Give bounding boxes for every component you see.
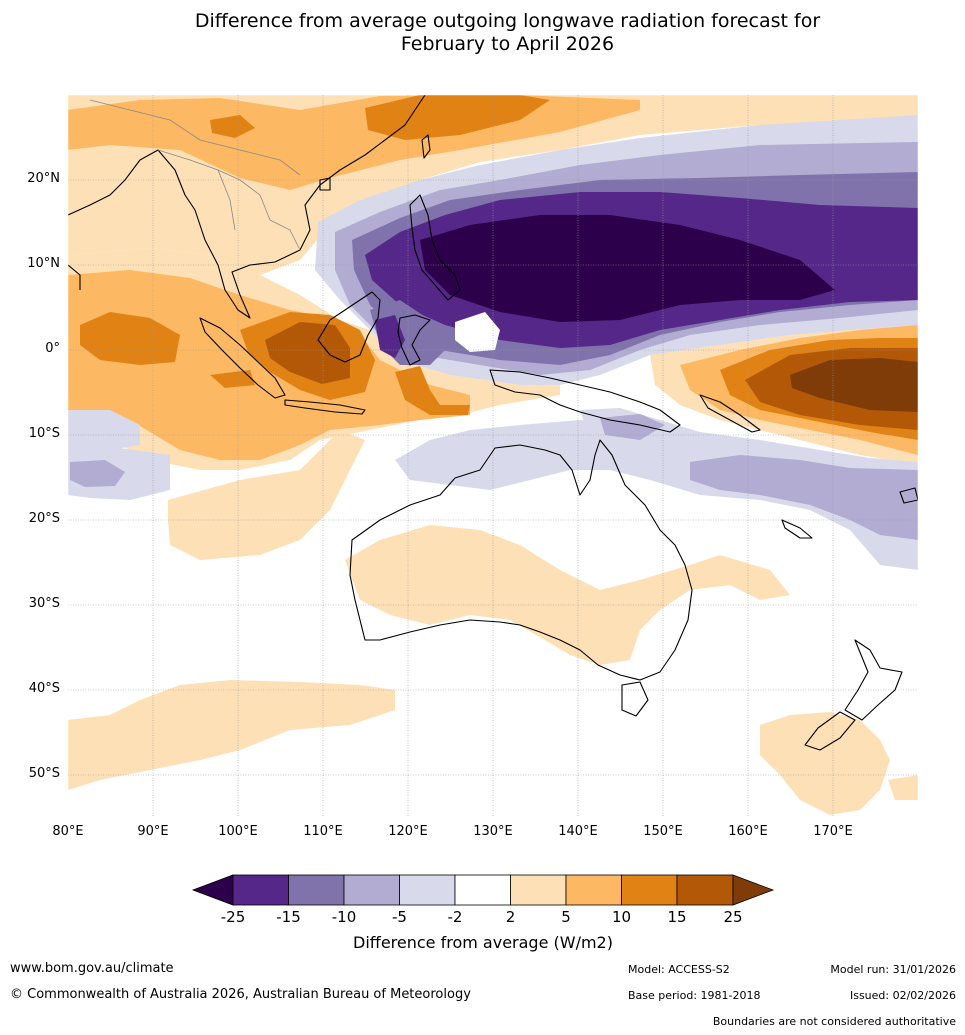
colorbar-tick-minus25: -25 [220,908,246,926]
colorbar-segment-2 [288,874,345,906]
coast-hainan [319,177,331,191]
lon-label-120e: 120°E [388,824,428,839]
colorbar-segment-3 [343,874,400,906]
model-name: Model: ACCESS-S2 [628,963,730,976]
lat-label-30s: 30°S [28,596,60,611]
colorbar-above-max [732,874,775,906]
coast-java [284,399,366,415]
title-line-1: Difference from average outgoing longwav… [194,10,821,32]
colorbar-tick-minus5: -5 [392,908,407,926]
coast-tasmania [621,681,649,717]
lon-label-150e: 150°E [643,824,683,839]
contour-2-to-5-southern-ocean [68,680,395,790]
contour-10-to-15-india [210,115,255,138]
lon-label-100e: 100°E [218,824,258,839]
contour-10-to-15-indian-ocean [80,312,180,365]
boundaries-disclaimer: Boundaries are not considered authoritat… [712,1015,956,1028]
border-indochina [217,169,301,251]
colorbar-tick-25: 25 [723,908,743,926]
colorbar-segment-9 [676,874,734,906]
lon-label-80e: 80°E [52,824,84,839]
lat-label-40s: 40°S [28,681,60,696]
colorbar-below-min [191,874,234,906]
lat-label-20n: 20°N [27,171,60,186]
contour-minus2-to-minus5-coral-sea [395,420,918,570]
colorbar-tick-15: 15 [667,908,687,926]
border-china [89,99,301,176]
colorbar-segment-5 [454,874,511,906]
contour-below-minus25-pacific [420,215,835,322]
coast-sulawesi [397,314,431,366]
lat-label-10n: 10°N [27,256,60,271]
lat-label-10s: 10°S [28,426,60,441]
coastlines [68,95,918,751]
coast-new-caledonia [781,519,813,539]
colorbar-tick-5: 5 [561,908,571,926]
coast-borneo [317,291,381,363]
contour-above-25-pacific [790,358,918,412]
lon-label-140e: 140°E [558,824,598,839]
lon-label-160e: 160°E [728,824,768,839]
lon-label-90e: 90°E [137,824,169,839]
contour-15-to-25-java-sea [265,322,350,384]
contour-10-to-15-asia [365,95,550,140]
lat-label-20s: 20°S [28,511,60,526]
lon-label-170e: 170°E [813,824,853,839]
anomaly-field [68,95,918,817]
colorbar-tick-2: 2 [505,908,516,926]
colorbar-label: Difference from average (W/m2) [353,933,613,952]
coast-mainland-asia [68,95,426,319]
colorbar-tick-10: 10 [611,908,632,926]
contour-15-to-25-small [280,337,300,352]
border-myanmar [157,149,236,231]
lon-label-110e: 110°E [303,824,343,839]
coast-philippines [409,194,461,301]
coast-new-zealand-south [804,711,856,751]
title-line-2: February to April 2026 [400,33,615,55]
coast-fiji [899,487,918,504]
contour-2-to-5-australia [345,525,790,665]
contour-2-to-5-far-se [888,775,918,800]
graticule [68,95,918,817]
colorbar-segment-7 [565,874,622,906]
country-borders [89,99,301,251]
colorbar-segment-1 [232,874,289,906]
colorbar-tick-minus2: -2 [447,908,463,926]
contour-minus15-to-minus25-celebes [375,315,405,358]
colorbar-tick-minus15: -15 [276,908,301,926]
colorbar-tick-minus10: -10 [331,908,357,926]
colorbar-segment-6 [510,874,567,906]
coast-sumatra [199,317,286,399]
colorbar-segment-4 [399,874,456,906]
copyright-text: © Commonwealth of Australia 2026, Austra… [10,987,471,1002]
coast-new-zealand-north [844,639,903,721]
contour-neutral-new-guinea [455,312,500,352]
lon-label-130e: 130°E [473,824,513,839]
contour-minus5-to-minus10-coral-sea [690,455,918,540]
contour-minus2-to-minus5-west-io [68,410,140,450]
contour-2-to-5-new-zealand [760,712,890,815]
chart-title: Difference from average outgoing longwav… [0,10,965,56]
colorbar-segment-8 [621,874,678,906]
colorbar [191,874,775,906]
base-period: Base period: 1981-2018 [628,989,761,1002]
contour-minus5-to-minus10-west-io [70,460,125,487]
model-run-date: Model run: 31/01/2026 [830,963,956,976]
lat-label-50s: 50°S [28,766,60,781]
map-frame [67,94,919,818]
lat-label-0: 0° [45,341,60,356]
coast-new-guinea [489,369,681,433]
website-link[interactable]: www.bom.gov.au/climate [10,961,174,976]
coast-taiwan [421,134,431,159]
contour-2-to-5-south-indian [168,430,365,560]
coast-india [68,264,81,290]
contour-10-to-15-sumatra [210,370,255,388]
coast-solomons [699,394,761,433]
coast-australia [349,439,693,681]
contour-10-to-15-lesser-sunda [395,366,470,415]
issued-date: Issued: 02/02/2026 [849,989,956,1002]
